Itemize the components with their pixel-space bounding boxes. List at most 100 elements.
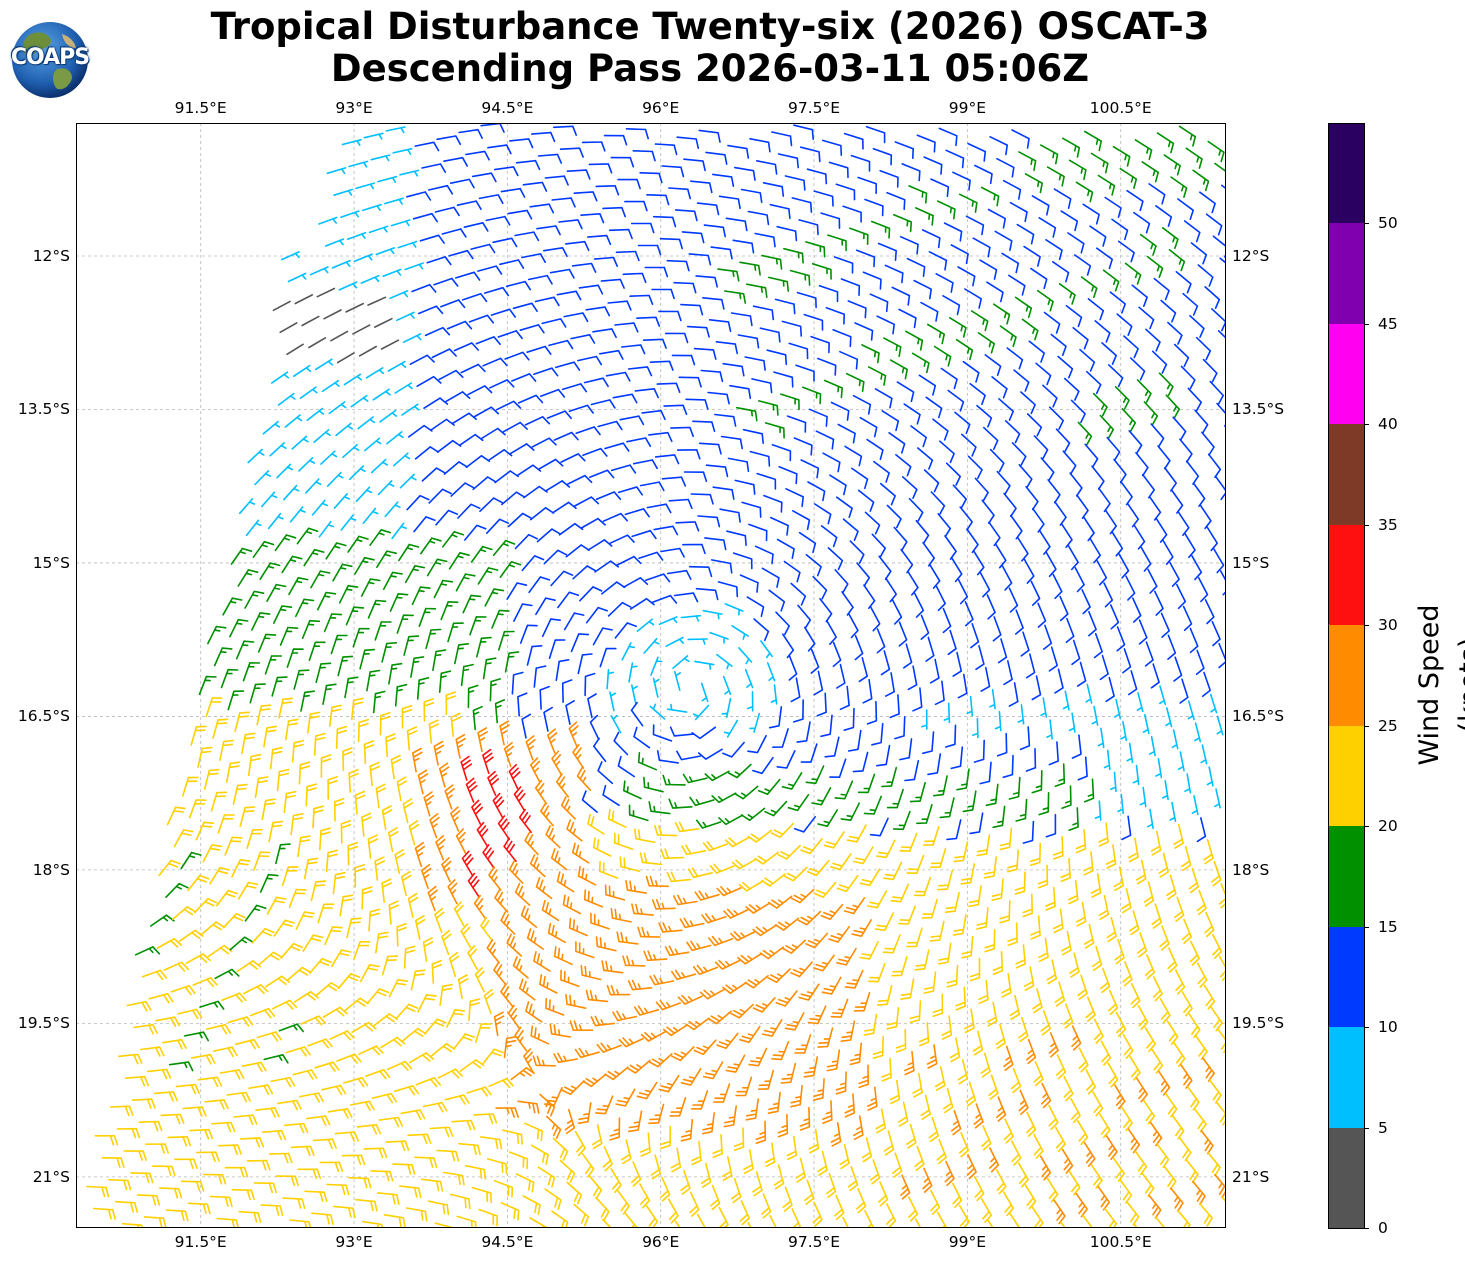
wind-barb	[845, 372, 865, 393]
colorbar-tick-mark	[1364, 323, 1369, 325]
wind-barb	[1039, 1155, 1052, 1181]
wind-barb	[307, 711, 321, 734]
wind-barb	[951, 1110, 962, 1136]
wind-barb	[567, 474, 593, 485]
wind-barb	[640, 1132, 651, 1157]
wind-barb	[1175, 271, 1192, 294]
wind-barb	[630, 701, 644, 727]
wind-barb	[300, 1015, 326, 1026]
wind-barb	[893, 526, 908, 551]
wind-barb	[1169, 801, 1177, 823]
wind-barb	[533, 665, 547, 688]
wind-barb	[291, 739, 305, 763]
wind-barb	[1207, 1151, 1221, 1177]
wind-barb	[558, 522, 584, 536]
wind-barb	[680, 614, 702, 622]
wind-barb	[1048, 741, 1059, 766]
colorbar-tick-mark	[1364, 1027, 1369, 1029]
wind-barb	[1089, 225, 1107, 247]
wind-barb	[266, 896, 287, 915]
wind-barb	[650, 656, 663, 676]
wind-barb	[952, 484, 967, 509]
wind-barb	[337, 655, 354, 677]
wind-barb	[1045, 813, 1057, 838]
wind-barb	[480, 917, 494, 942]
wind-barb	[431, 348, 457, 359]
wind-barb	[851, 919, 872, 937]
wind-barb	[991, 376, 1008, 399]
wind-barb	[707, 1010, 732, 1025]
wind-barb	[1195, 649, 1205, 676]
wind-barb	[478, 1208, 498, 1227]
wind-barb	[319, 1161, 344, 1173]
wind-barb	[426, 558, 448, 577]
wind-barb	[1111, 531, 1124, 557]
wind-barb	[645, 573, 671, 583]
wind-barb	[1091, 945, 1103, 971]
wind-barb	[1078, 1047, 1089, 1073]
wind-barb	[468, 998, 481, 1021]
wind-barb	[414, 841, 426, 868]
wind-barb	[266, 583, 287, 602]
wind-barb	[1177, 198, 1194, 221]
wind-barb	[752, 756, 774, 775]
wind-barb	[443, 461, 468, 475]
wind-barb	[707, 391, 730, 405]
wind-barb	[958, 193, 978, 213]
wind-barb	[1076, 661, 1087, 687]
wind-barb	[730, 312, 753, 327]
wind-barb	[859, 868, 881, 887]
wind-barb	[295, 911, 315, 930]
wind-barb	[857, 773, 876, 794]
wind-barb	[687, 867, 713, 879]
wind-barb	[521, 713, 532, 739]
wind-barb	[714, 959, 741, 970]
lon-tick-label-top: 94.5°E	[481, 99, 534, 117]
wind-barb	[458, 1142, 481, 1156]
colorbar-tick-mark	[1364, 926, 1369, 928]
wind-barb	[791, 197, 813, 213]
wind-barb	[231, 859, 251, 878]
wind-barb	[621, 1139, 632, 1165]
wind-barb	[404, 262, 424, 271]
wind-barb	[1077, 974, 1088, 1000]
wind-barb	[1120, 720, 1128, 742]
wind-barb	[363, 132, 384, 140]
wind-barb	[369, 761, 380, 787]
wind-barb	[1011, 1140, 1022, 1166]
wind-barb	[784, 175, 806, 191]
wind-barb	[1142, 1099, 1156, 1125]
wind-barb	[1204, 599, 1215, 625]
wind-barb	[291, 435, 309, 450]
wind-barb	[474, 1023, 492, 1043]
wind-barb	[1048, 406, 1064, 430]
wind-barb	[392, 1163, 416, 1175]
wind-barb	[406, 191, 432, 201]
wind-barb	[690, 1090, 709, 1110]
wind-barb	[607, 601, 632, 617]
wind-barb	[414, 1156, 438, 1168]
wind-barb	[571, 262, 597, 273]
wind-barb	[828, 161, 849, 179]
wind-barb	[1024, 173, 1043, 194]
wind-barb	[652, 677, 660, 698]
wind-barb	[658, 310, 682, 322]
wind-barb	[609, 691, 617, 712]
wind-barb	[361, 886, 373, 910]
wind-barb	[260, 1204, 284, 1216]
wind-barb	[744, 669, 754, 689]
wind-barb	[486, 518, 510, 534]
wind-barb	[910, 425, 927, 448]
wind-barb	[899, 738, 913, 761]
wind-barb	[795, 1157, 806, 1183]
wind-barb	[239, 806, 256, 827]
wind-barb	[934, 1066, 946, 1091]
wind-barb	[947, 629, 957, 656]
wind-barb	[1086, 370, 1102, 395]
wind-barb	[257, 633, 277, 653]
wind-barb	[773, 1164, 785, 1190]
wind-barb	[546, 1115, 562, 1139]
wind-barb	[664, 945, 690, 957]
wind-barb	[659, 237, 683, 250]
wind-barb	[601, 960, 624, 974]
